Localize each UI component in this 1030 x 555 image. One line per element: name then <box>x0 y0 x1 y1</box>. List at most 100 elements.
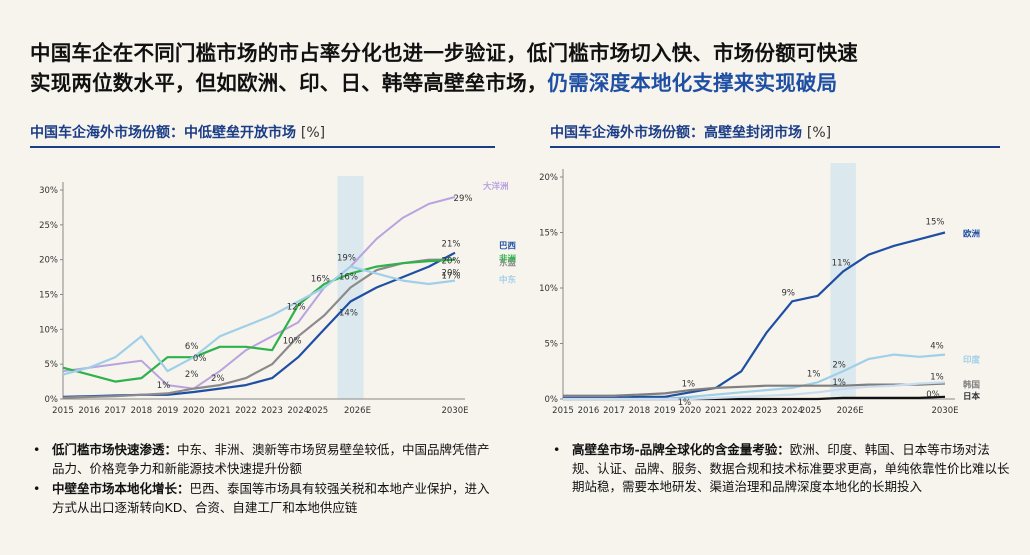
data-label: 21% <box>442 240 461 250</box>
data-label: 17% <box>442 272 461 282</box>
data-label: 11% <box>832 258 851 268</box>
series-line <box>563 353 946 401</box>
bullet-text: 巴西、泰国等市场具有较强关税和本地产业保护，进入方式从出口逐渐转向KD、合资、自… <box>52 481 490 515</box>
x-tick-label: 2018 <box>131 406 153 416</box>
series-label: 大洋洲 <box>483 181 509 192</box>
x-tick-label: 2026E <box>344 406 371 416</box>
series-line <box>62 251 456 398</box>
data-label: 4% <box>930 342 944 352</box>
right-subtitle-rule <box>550 146 1000 148</box>
series-label: 印度 <box>963 355 981 366</box>
series-label: 非洲 <box>499 254 516 265</box>
x-tick-label: 2018 <box>629 406 651 416</box>
x-tick-label: 2022 <box>730 406 752 416</box>
data-label: 1% <box>807 369 821 379</box>
bullet-text: 欧洲、印度、韩国、日本等市场对法规、认证、品牌、服务、数据合规和技术标准要求更高… <box>572 442 1010 494</box>
x-tick-label: 2019 <box>654 406 676 416</box>
data-label: 1% <box>682 379 696 389</box>
bullet-item: • 高壁垒市场-品牌全球化的含金量考验：欧洲、印度、韩国、日本等市场对法规、认证、… <box>550 441 1010 497</box>
series-line <box>62 258 455 399</box>
right-line-chart: 0%5%10%15%20%2015 2016 2017 2018 2019 2020 202… <box>539 163 981 416</box>
y-tick-label: 10% <box>39 325 58 335</box>
data-label: 2% <box>185 370 199 380</box>
x-tick-label: 2015 <box>552 406 574 416</box>
data-label: 16% <box>311 275 330 285</box>
x-tick-label: 2019 <box>157 406 179 416</box>
x-tick-label: 2021 <box>705 406 727 416</box>
x-tick-label: 2016 <box>78 406 100 416</box>
series-line <box>62 258 456 383</box>
data-label: 1% <box>832 378 846 388</box>
x-tick-label: 2026E <box>837 406 864 416</box>
series-label: 韩国 <box>963 379 980 390</box>
x-tick-label: 2016 <box>578 406 600 416</box>
data-label: 14% <box>339 308 358 318</box>
bullet-dot: • <box>553 442 561 457</box>
left-chart-subtitle: 中国车企海外市场份额：中低壁垒开放市场 [%] <box>30 122 325 142</box>
x-tick-label: 2021 <box>209 406 231 416</box>
data-label: 0% <box>193 354 207 364</box>
series-label: 欧洲 <box>963 229 980 240</box>
x-tick-label: 2024 <box>287 406 309 416</box>
x-tick-label: 2030E <box>441 406 468 416</box>
y-tick-label: 20% <box>539 173 558 183</box>
data-label: 20% <box>442 257 461 267</box>
data-label: 29% <box>454 194 473 204</box>
bullet-bold: 低门槛市场快速渗透： <box>52 442 178 457</box>
data-label: 2% <box>211 374 225 384</box>
x-tick-label: 2020 <box>680 406 702 416</box>
y-tick-label: 10% <box>539 284 558 294</box>
data-label: 12% <box>287 302 306 312</box>
y-tick-label: 20% <box>39 256 58 266</box>
right-subtitle-text: 中国车企海外市场份额：高壁垒封闭市场 <box>550 125 802 141</box>
title-line-2-plain: 实现两位数水平，但如欧洲、印、日、韩等高壁垒市场， <box>30 71 548 95</box>
y-tick-label: 25% <box>39 221 58 231</box>
right-bullets: • 高壁垒市场-品牌全球化的含金量考验：欧洲、印度、韩国、日本等市场对法规、认证、… <box>550 441 1010 499</box>
series-line <box>563 381 946 401</box>
x-tick-label: 2022 <box>235 406 257 416</box>
data-label: 1% <box>678 398 692 408</box>
series-line <box>563 231 946 399</box>
data-label: 19% <box>337 254 356 264</box>
x-tick-label: 2017 <box>603 406 625 416</box>
left-subtitle-text: 中国车企海外市场份额：中低壁垒开放市场 <box>30 125 296 141</box>
bullet-item: • 中壁垒市场本地化增长：巴西、泰国等市场具有较强关税和本地产业保护，进入方式从出… <box>30 480 500 517</box>
bullet-dot: • <box>33 481 41 496</box>
x-tick-label: 2020 <box>183 406 205 416</box>
right-subtitle-unit: [%] <box>806 125 832 141</box>
y-tick-label: 0% <box>45 395 59 405</box>
bullet-item: • 低门槛市场快速渗透：中东、非洲、澳新等市场贸易壁垒较低，中国品牌凭借产品力、价… <box>30 441 500 478</box>
data-label: 9% <box>781 288 795 298</box>
x-tick-label: 2017 <box>104 406 126 416</box>
series-line <box>62 196 456 390</box>
data-label: 1% <box>930 372 944 382</box>
left-subtitle-unit: [%] <box>300 125 326 141</box>
page-title: 中国车企在不同门槛市场的市占率分化也进一步验证，低门槛市场切入快、市场份额可快速… <box>30 38 1020 98</box>
x-tick-label: 2023 <box>756 406 778 416</box>
series-label: 日本 <box>963 391 981 402</box>
y-tick-label: 30% <box>39 186 58 196</box>
bullet-text: 中东、非洲、澳新等市场贸易壁垒较低，中国品牌凭借产品力、价格竞争力和新能源技术快… <box>52 442 490 476</box>
y-tick-label: 5% <box>545 340 559 350</box>
bullet-bold: 中壁垒市场本地化增长： <box>52 481 190 496</box>
data-label: 15% <box>926 218 945 228</box>
x-tick-label: 2023 <box>261 406 283 416</box>
title-line-1: 中国车企在不同门槛市场的市占率分化也进一步验证，低门槛市场切入快、市场份额可快速 <box>30 41 858 65</box>
data-label: 20% <box>442 269 461 279</box>
bullet-dot: • <box>33 442 41 457</box>
title-highlight: 仍需深度本地化支撑来实现破局 <box>547 71 838 95</box>
x-tick-label: 2030E <box>931 406 958 416</box>
x-tick-label: 2024 <box>781 406 803 416</box>
bullet-bold: 高壁垒市场-品牌全球化的含金量考验： <box>572 442 790 457</box>
data-label: 6% <box>185 342 199 352</box>
series-label: 巴西 <box>499 242 517 252</box>
y-tick-label: 15% <box>539 229 558 239</box>
series-label: 中东 <box>499 275 517 286</box>
data-label: 16% <box>339 273 358 283</box>
right-chart-subtitle: 中国车企海外市场份额：高壁垒封闭市场 [%] <box>550 122 831 142</box>
y-tick-label: 5% <box>45 360 59 370</box>
series-label: 东盟 <box>499 258 517 269</box>
left-line-chart: 0% 5% 10% 15% 20% 25% 30% 2015 2016 2017 2018 2019 2… <box>39 176 517 416</box>
y-tick-label: 15% <box>39 291 58 301</box>
series-line <box>563 382 946 397</box>
